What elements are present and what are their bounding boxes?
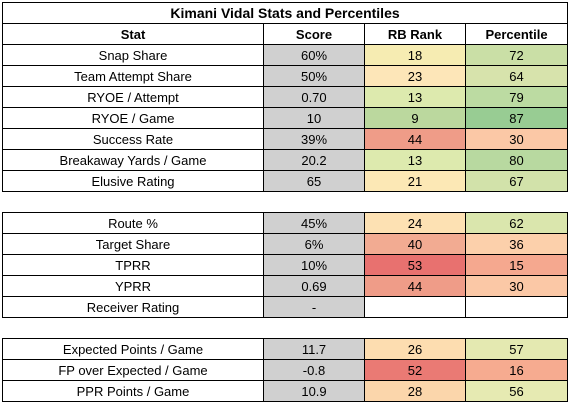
percentile-cell: 87 [464,107,569,129]
score-cell: 10 [263,107,365,129]
rb-rank-cell: 28 [364,380,466,402]
percentile-cell [464,296,569,318]
rb-rank-cell: 44 [364,275,466,297]
score-cell: 0.70 [263,86,365,108]
header-percentile: Percentile [464,23,569,45]
stat-cell: Route % [2,212,264,234]
percentile-cell: 16 [464,359,569,381]
table-row: Receiver Rating - [2,296,569,318]
table-title: Kimani Vidal Stats and Percentiles [1,2,569,24]
rb-rank-cell: 13 [364,149,466,171]
percentile-cell: 64 [464,65,569,87]
header-score: Score [263,23,365,45]
percentile-cell: 62 [464,212,569,234]
header-rb-rank: RB Rank [364,23,466,45]
rb-rank-cell: 40 [364,233,466,255]
stat-cell: RYOE / Game [2,107,264,129]
score-cell: 39% [263,128,365,150]
rb-rank-cell: 9 [364,107,466,129]
table-row: Team Attempt Share 50% 23 64 [2,65,569,87]
rb-rank-cell: 53 [364,254,466,276]
score-cell: 45% [263,212,365,234]
score-cell: 6% [263,233,365,255]
score-cell: 0.69 [263,275,365,297]
rb-rank-cell: 24 [364,212,466,234]
rb-rank-cell: 13 [364,86,466,108]
table-row: Snap Share 60% 18 72 [2,44,569,66]
header-row: Stat Score RB Rank Percentile [2,23,569,45]
section-spacer [2,191,568,213]
rb-rank-cell: 18 [364,44,466,66]
stat-cell: TPRR [2,254,264,276]
stat-cell: RYOE / Attempt [2,86,264,108]
percentile-cell: 56 [464,380,569,402]
spacer-cell [2,191,568,213]
rb-rank-cell: 44 [364,128,466,150]
stat-cell: Snap Share [2,44,264,66]
score-cell: 11.7 [263,338,365,360]
rb-rank-cell [364,296,466,318]
spacer-cell [2,317,568,339]
rb-rank-cell: 21 [364,170,466,192]
percentile-cell: 15 [464,254,569,276]
rb-rank-cell: 52 [364,359,466,381]
title-row: Kimani Vidal Stats and Percentiles [1,2,569,24]
percentile-cell: 80 [464,149,569,171]
percentile-cell: 36 [464,233,569,255]
percentile-cell: 79 [464,86,569,108]
score-cell: 60% [263,44,365,66]
percentile-cell: 57 [464,338,569,360]
table-row: Route % 45% 24 62 [2,212,569,234]
score-cell: 50% [263,65,365,87]
table-row: PPR Points / Game 10.9 28 56 [2,380,569,402]
stat-cell: Elusive Rating [2,170,264,192]
table-row: RYOE / Game 10 9 87 [2,107,569,129]
stat-cell: YPRR [2,275,264,297]
score-cell: - [263,296,365,318]
table-row: Breakaway Yards / Game 20.2 13 80 [2,149,569,171]
stat-cell: Breakaway Yards / Game [2,149,264,171]
score-cell: 20.2 [263,149,365,171]
stat-cell: Receiver Rating [2,296,264,318]
percentile-cell: 30 [464,275,569,297]
percentile-cell: 67 [464,170,569,192]
score-cell: 10% [263,254,365,276]
table-row: Success Rate 39% 44 30 [2,128,569,150]
rb-rank-cell: 26 [364,338,466,360]
percentile-cell: 30 [464,128,569,150]
stats-table: Kimani Vidal Stats and Percentiles Stat … [1,2,569,402]
stat-cell: PPR Points / Game [2,380,264,402]
table-row: Elusive Rating 65 21 67 [2,170,569,192]
score-cell: -0.8 [263,359,365,381]
percentile-cell: 72 [464,44,569,66]
score-cell: 65 [263,170,365,192]
table-row: TPRR 10% 53 15 [2,254,569,276]
table-row: YPRR 0.69 44 30 [2,275,569,297]
table-row: Target Share 6% 40 36 [2,233,569,255]
rb-rank-cell: 23 [364,65,466,87]
table-row: RYOE / Attempt 0.70 13 79 [2,86,569,108]
table-row: FP over Expected / Game -0.8 52 16 [2,359,569,381]
stat-cell: Expected Points / Game [2,338,264,360]
section-spacer [2,317,568,339]
stat-cell: Target Share [2,233,264,255]
score-cell: 10.9 [263,380,365,402]
stat-cell: Team Attempt Share [2,65,264,87]
header-stat: Stat [2,23,264,45]
stat-cell: FP over Expected / Game [2,359,264,381]
table-row: Expected Points / Game 11.7 26 57 [2,338,569,360]
stat-cell: Success Rate [2,128,264,150]
